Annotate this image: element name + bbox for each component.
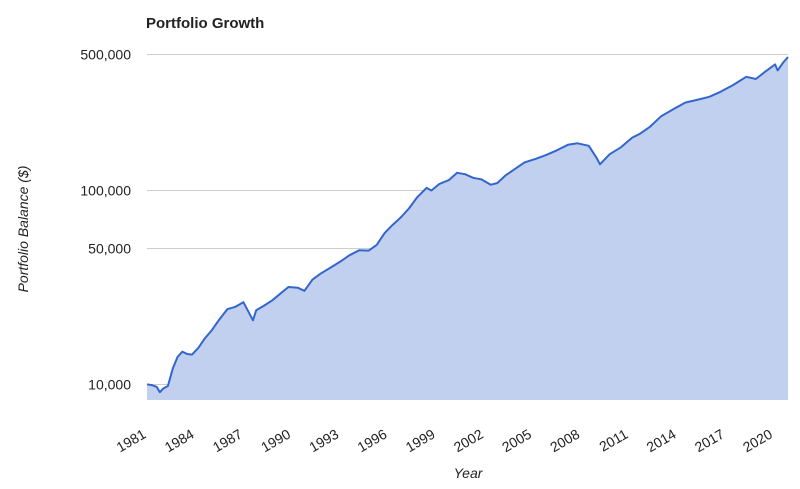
x-tick-label: 1987 <box>210 426 245 456</box>
chart-title: Portfolio Growth <box>146 15 264 32</box>
x-tick-label: 2020 <box>740 426 775 456</box>
x-axis-title: Year <box>454 465 484 481</box>
x-tick-label: 2005 <box>499 426 534 456</box>
area-layer <box>146 56 789 400</box>
x-tick-label: 2017 <box>692 426 727 456</box>
x-tick-label: 1984 <box>162 426 197 456</box>
x-tick-label: 1993 <box>306 426 341 456</box>
area-fill <box>147 57 788 400</box>
x-tick-label: 1981 <box>114 426 149 456</box>
series-line <box>146 56 789 394</box>
x-tick-label: 1996 <box>354 426 389 456</box>
y-axis-title: Portfolio Balance ($) <box>15 166 31 293</box>
x-tick-label: 2011 <box>596 426 630 455</box>
x-tick-label: 2002 <box>451 426 486 456</box>
y-tick-label: 50,000 <box>88 241 131 257</box>
x-tick-label: 2008 <box>547 426 582 456</box>
x-tick-label: 1990 <box>258 426 293 456</box>
x-tick-label: 2014 <box>644 426 679 456</box>
y-tick-label: 10,000 <box>88 377 131 393</box>
x-tick-label: 1999 <box>403 426 438 456</box>
x-tick-labels: 1981 1984 1987 1990 1993 1996 1999 2002 2005 2008… <box>114 426 776 456</box>
y-tick-label: 500,000 <box>80 47 131 63</box>
y-tick-labels: 10,000 50,000 100,000 500,000 <box>80 47 131 393</box>
y-tick-label: 100,000 <box>80 183 131 199</box>
